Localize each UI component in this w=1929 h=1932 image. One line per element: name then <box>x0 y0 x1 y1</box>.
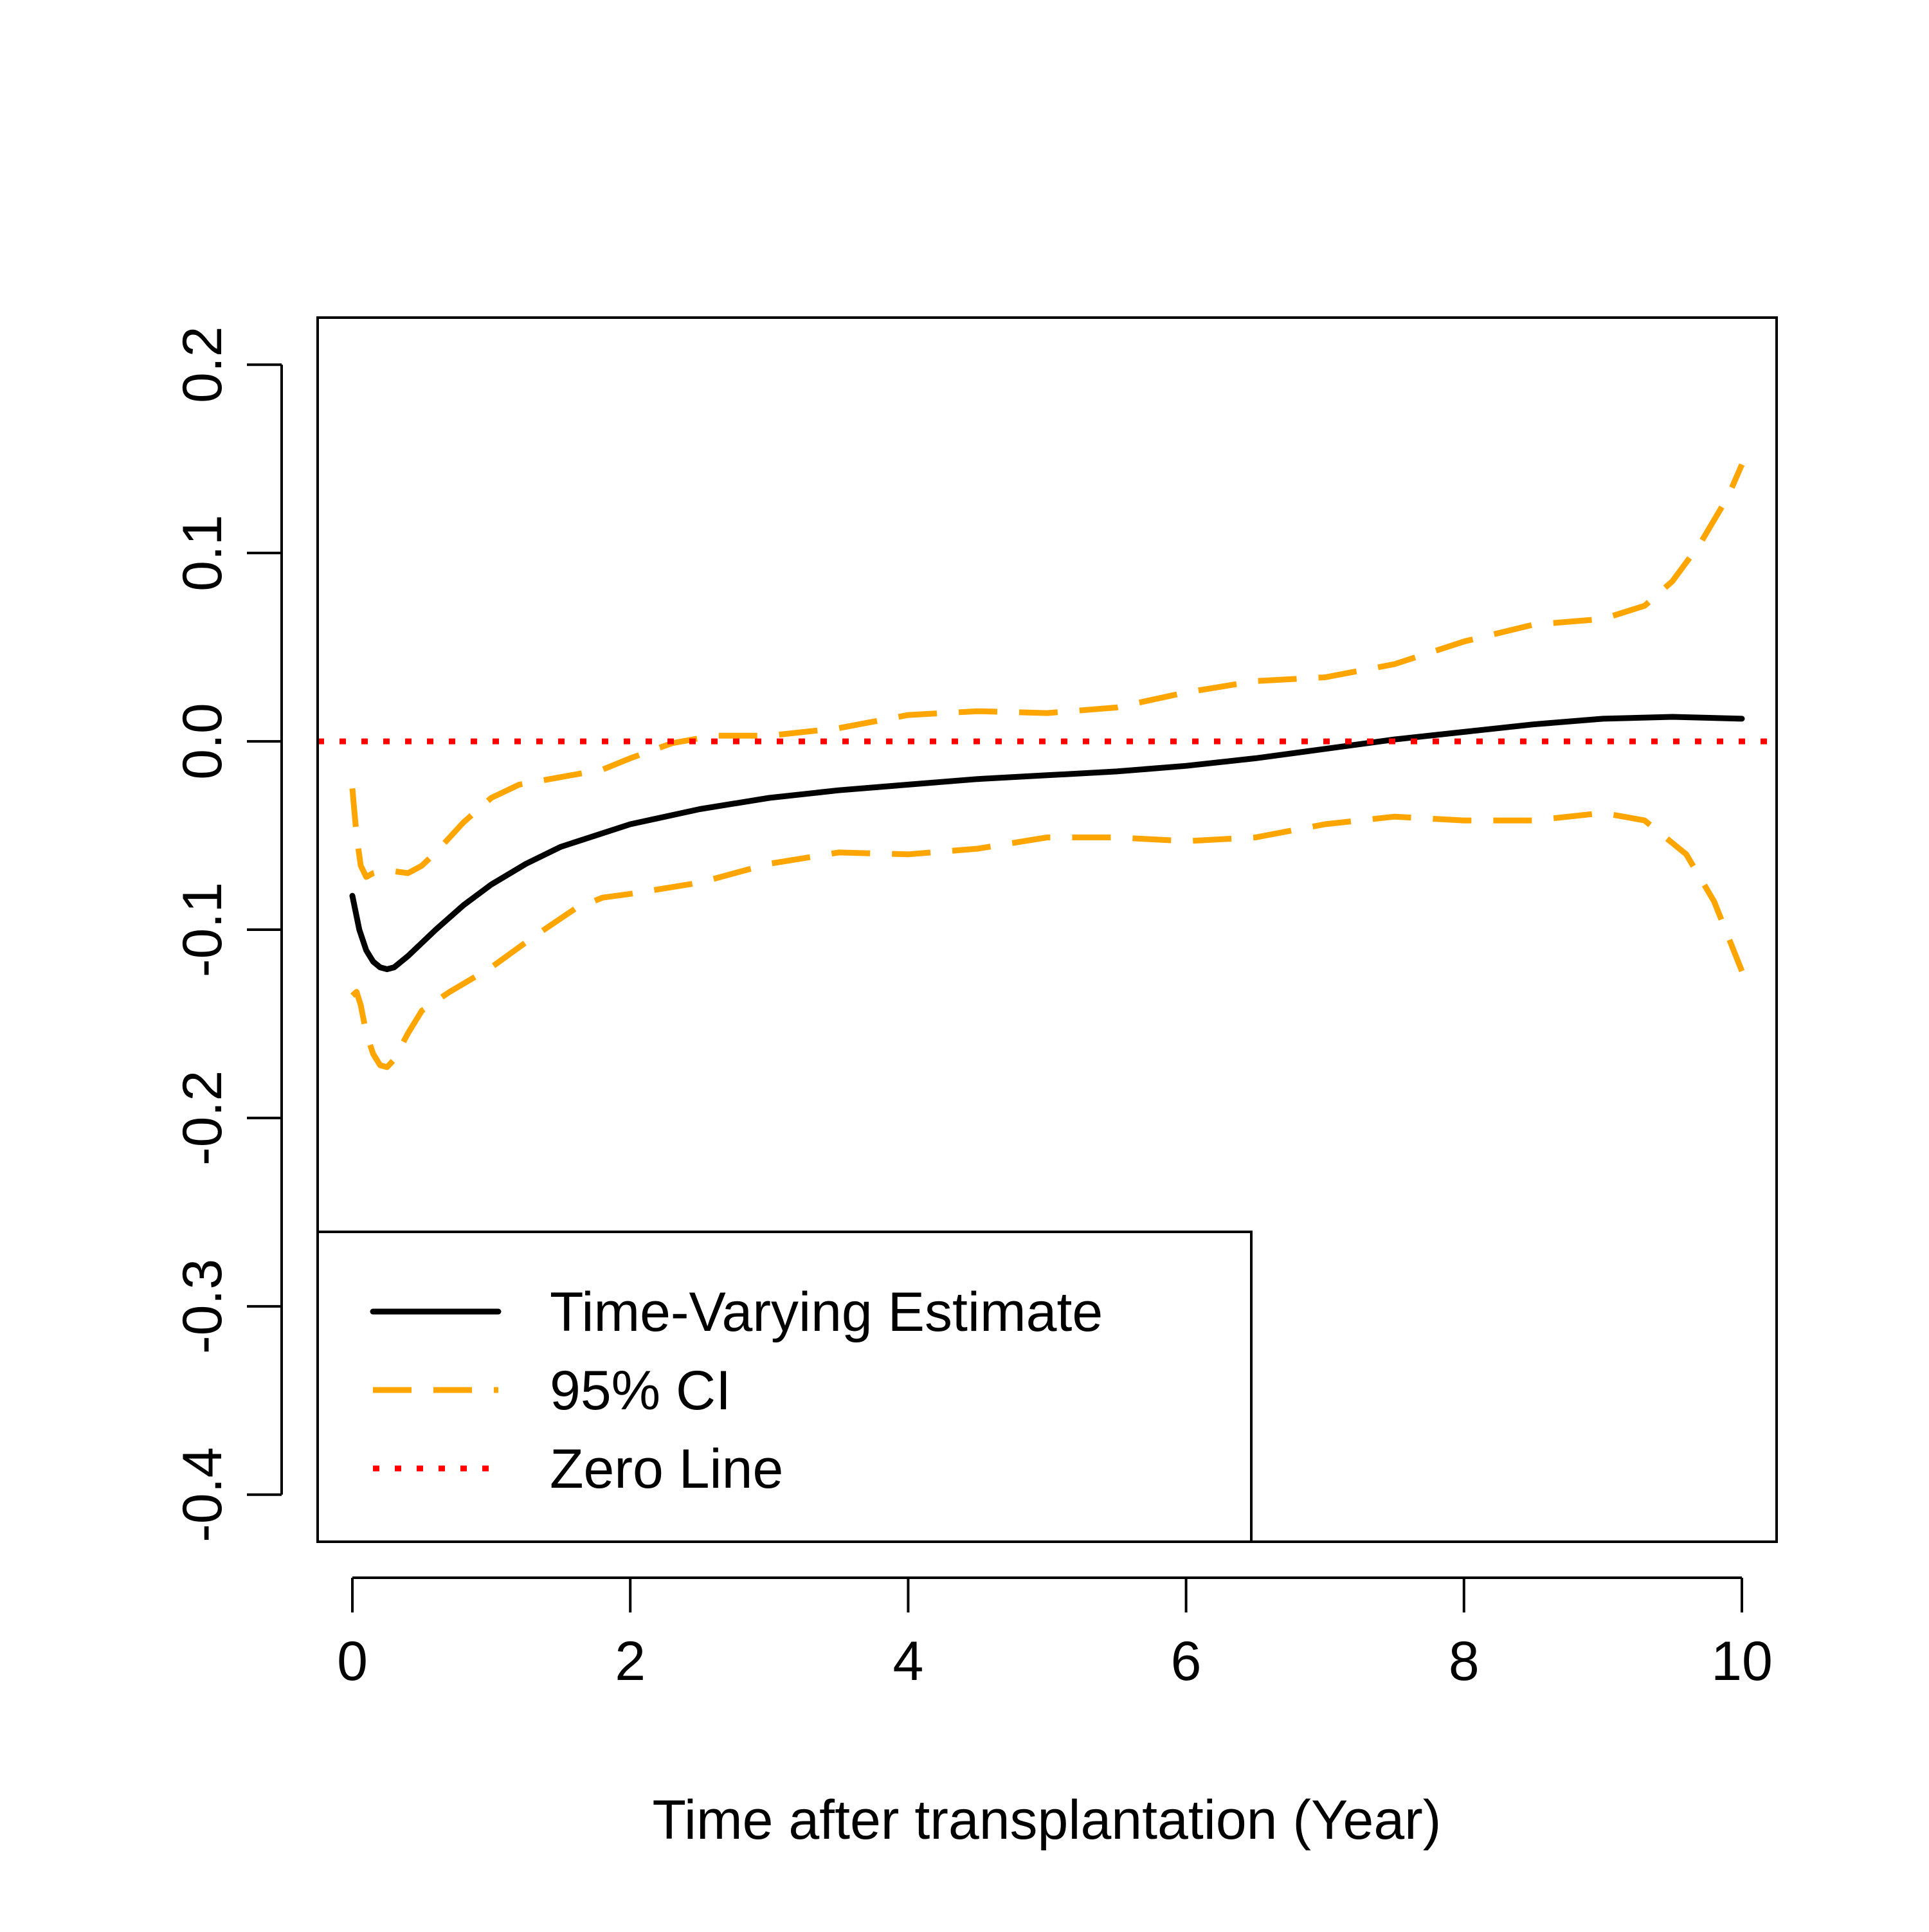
x-tick-label: 2 <box>615 1630 646 1692</box>
y-tick-label: 0.1 <box>172 514 233 591</box>
x-tick-label: 10 <box>1711 1630 1773 1692</box>
legend-label-zero-line: Zero Line <box>550 1438 783 1500</box>
plot-area <box>318 463 1777 1070</box>
x-tick-label: 6 <box>1171 1630 1202 1692</box>
series-line-95-ci <box>349 463 1745 880</box>
legend: Time-Varying Estimate 95% CI Zero Line <box>316 1231 1253 1543</box>
y-tick-label: 0.2 <box>172 326 233 403</box>
series-line-95-ci-lower <box>350 809 1745 1070</box>
y-tick-label: 0.0 <box>172 703 233 780</box>
x-tick-label: 8 <box>1449 1630 1480 1692</box>
y-tick-label: -0.4 <box>172 1447 233 1542</box>
x-axis-label: Time after transplantation (Year) <box>653 1789 1442 1851</box>
y-tick-label: -0.2 <box>172 1070 233 1166</box>
legend-label-time-varying-estimate: Time-Varying Estimate <box>550 1281 1103 1343</box>
x-tick-label: 4 <box>892 1630 923 1692</box>
x-tick-label: 0 <box>337 1630 368 1692</box>
x-axis: 0 2 4 6 8 10 <box>337 1576 1773 1692</box>
legend-box <box>316 1231 1253 1543</box>
y-tick-label: -0.3 <box>172 1259 233 1354</box>
y-axis: -0.4 -0.3 -0.2 -0.1 0.0 0.1 0.2 <box>172 326 283 1542</box>
legend-label-95-ci: 95% CI <box>550 1360 731 1422</box>
y-tick-label: -0.1 <box>172 882 233 977</box>
